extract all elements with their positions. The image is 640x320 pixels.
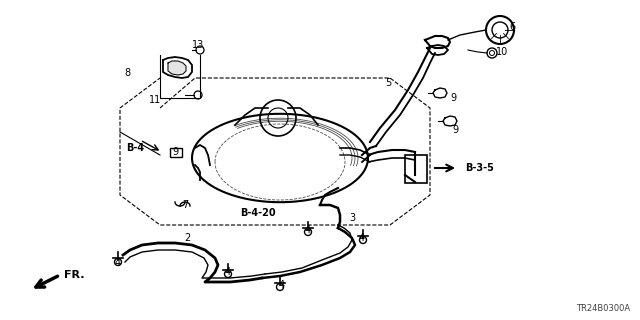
Text: 4: 4 [225,267,231,277]
Text: TR24B0300A: TR24B0300A [576,304,630,313]
Text: 9: 9 [452,125,458,135]
Text: 4: 4 [279,280,285,290]
Text: 5: 5 [385,78,391,88]
Text: 6: 6 [509,22,515,32]
Polygon shape [168,61,186,75]
Text: FR.: FR. [64,270,84,280]
Text: B-3-5: B-3-5 [465,163,495,173]
Text: 7: 7 [182,200,188,210]
Text: 2: 2 [184,233,190,243]
Text: B-4: B-4 [126,143,144,153]
Text: B-4-20: B-4-20 [240,208,276,218]
FancyBboxPatch shape [405,155,427,183]
Text: 13: 13 [192,40,204,50]
Text: 11: 11 [149,95,161,105]
Text: 9: 9 [450,93,456,103]
Text: 9: 9 [172,147,178,157]
Text: 4: 4 [359,233,365,243]
Text: 3: 3 [349,213,355,223]
Text: 8: 8 [124,68,130,78]
Text: 10: 10 [496,47,508,57]
Text: 4: 4 [305,225,311,235]
Text: 4: 4 [115,258,121,268]
